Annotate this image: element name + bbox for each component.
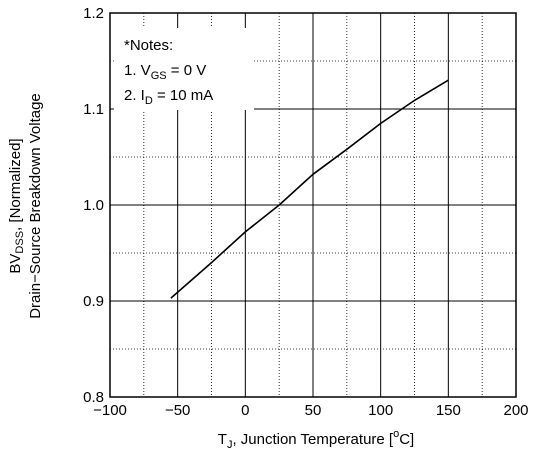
y-axis-title-line-2: Drain−Source Breakdown Voltage [27,93,44,319]
note-2-subscript: D [145,95,153,107]
note-1-subscript: GS [151,70,167,82]
y-axis-title-rest: , [Normalized] [7,138,24,231]
note-1-prefix: 1. V [124,62,151,79]
x-axis-title-subscript: J [227,439,233,451]
x-tick-label: 150 [436,402,461,419]
note-2-prefix: 2. I [124,87,145,104]
x-axis-title-main: T [218,431,227,448]
x-axis-title-end: C] [399,431,414,448]
x-axis-title-rest: , Junction Temperature [ [232,431,393,448]
series-line [170,79,449,299]
notes-title: *Notes: [124,37,173,54]
y-tick-label: 0.9 [83,293,104,310]
y-axis-title-subscript: DSS [14,231,26,254]
series-layer [170,79,449,299]
note-2-rest: = 10 mA [153,87,213,104]
note-2: 2. ID = 10 mA [124,87,213,107]
y-tick-labels: 0.8 0.9 1.0 1.1 1.2 [83,5,104,406]
x-axis-title: TJ, Junction Temperature [oC] [218,428,414,451]
y-tick-label: 1.1 [83,101,104,118]
note-1-rest: = 0 V [167,62,207,79]
x-tick-label: 200 [503,402,528,419]
y-axis-title-main: BV [7,254,24,274]
y-tick-label: 0.8 [83,389,104,406]
note-1: 1. VGS = 0 V [124,62,206,82]
x-tick-label: −50 [165,402,190,419]
plot-frame [109,12,517,398]
x-tick-label: 0 [241,402,249,419]
y-axis-title-line-1: BVDSS, [Normalized] [7,138,26,273]
y-tick-label: 1.2 [83,5,104,22]
notes-background [114,28,254,110]
x-tick-labels: −100 −50 0 50 100 150 200 [93,402,528,419]
x-tick-label: 50 [305,402,322,419]
x-axis-title-superscript: o [393,428,399,440]
x-tick-label: 100 [368,402,393,419]
y-tick-label: 1.0 [83,197,104,214]
y-axis-title: BVDSS, [Normalized] Drain−Source Breakdo… [7,93,44,319]
notes-box: *Notes: 1. VGS = 0 V 2. ID = 10 mA [114,28,254,110]
x-tick-label: −100 [93,402,127,419]
